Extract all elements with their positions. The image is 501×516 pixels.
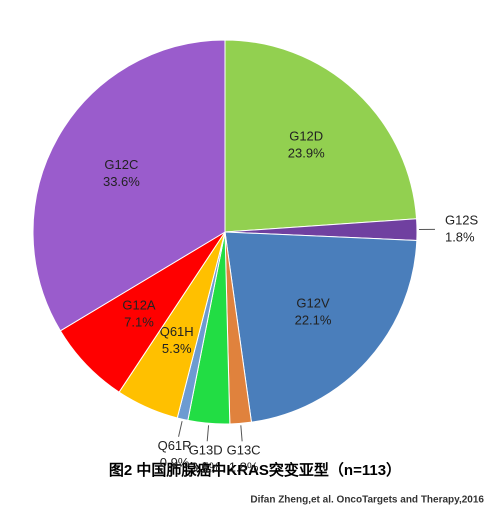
value-label: 22.1%: [295, 313, 332, 328]
slice-label: Q61R: [158, 438, 192, 453]
value-label: 0.9%: [160, 455, 190, 470]
chart-source: Difan Zheng,et al. OncoTargets and Thera…: [250, 495, 484, 506]
value-label: 7.1%: [124, 315, 154, 330]
pie-slice: [224, 231, 418, 423]
leader-line: [206, 425, 210, 442]
slice-label: G12A: [122, 298, 156, 313]
slice-label: G13D: [189, 443, 223, 458]
value-label: 1.8%: [445, 230, 475, 245]
leader-line: [178, 421, 183, 437]
slice-label: G12C: [104, 157, 138, 172]
slice-label: G12D: [289, 128, 323, 143]
value-label: 5.3%: [162, 341, 192, 356]
slice-label: G12S: [445, 213, 479, 228]
pie-slice: [32, 39, 226, 332]
chart-caption: 图2 中国肺腺癌中KRAS突变亚型（n=113）: [109, 461, 401, 479]
value-label: 33.6%: [103, 174, 140, 189]
slice-label: G12V: [296, 296, 330, 311]
slice-label: Q61H: [160, 324, 194, 339]
pie-slice: [224, 39, 418, 233]
leader-line: [240, 425, 243, 442]
slice-label: G13C: [227, 443, 261, 458]
value-label: 3.5%: [191, 460, 221, 475]
value-label: 23.9%: [288, 145, 325, 160]
value-label: 1.8%: [229, 460, 259, 475]
